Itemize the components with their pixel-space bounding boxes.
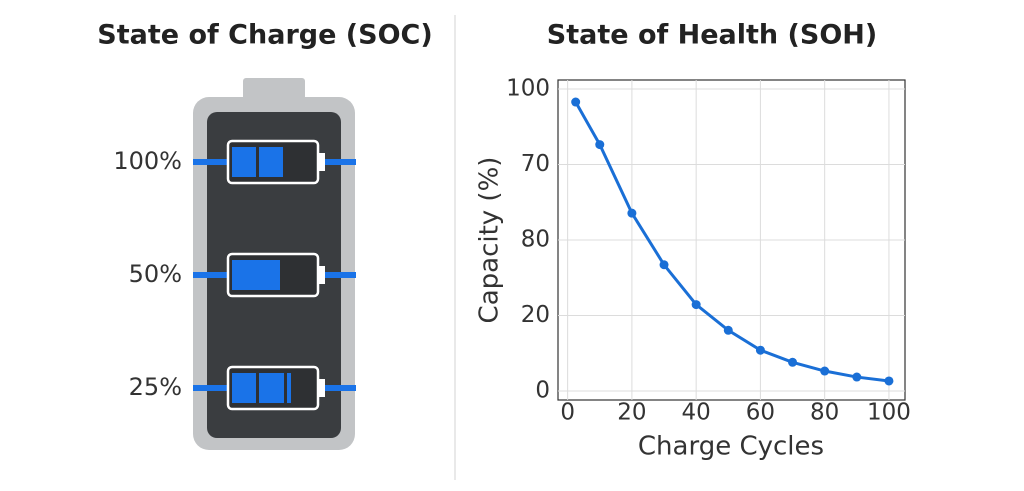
y-axis-label: Capacity (%) [475, 157, 505, 324]
soc-title: State of Charge (SOC) [97, 20, 432, 51]
point [691, 300, 701, 310]
x-tick-label: 80 [810, 400, 839, 426]
point [852, 372, 862, 382]
y-tick-label: 100 [506, 76, 550, 102]
x-tick-label: 60 [746, 400, 775, 426]
cell-terminal [318, 153, 325, 171]
soc-level-label: 100% [113, 147, 182, 175]
chart-title: State of Health (SOH) [547, 20, 877, 51]
line [574, 101, 890, 383]
point [884, 376, 894, 386]
point [595, 140, 605, 150]
soc-level-label: 50% [129, 260, 182, 288]
x-tick-label: 20 [617, 400, 646, 426]
cell-fill [287, 373, 291, 403]
x-tick-label: 40 [682, 400, 711, 426]
x-tick-label: 0 [560, 400, 575, 426]
y-tick-label: 0 [535, 377, 550, 403]
point [627, 208, 637, 218]
soc-level-label: 25% [129, 373, 182, 401]
point [659, 260, 669, 270]
battery-illustration [193, 78, 356, 450]
cell-fill [259, 147, 283, 177]
cell-fill [232, 373, 256, 403]
point [820, 366, 830, 376]
point [571, 97, 581, 107]
y-tick-label: 20 [521, 302, 550, 328]
cell-terminal [318, 379, 325, 397]
point [788, 357, 798, 367]
cell-fill [259, 373, 284, 403]
cell-terminal [318, 266, 325, 284]
y-tick-label: 80 [521, 227, 550, 253]
y-tick-label: 70 [521, 151, 550, 177]
x-axis-label: Charge Cycles [638, 432, 824, 462]
point [755, 345, 765, 355]
x-tick-label: 100 [867, 400, 911, 426]
point [723, 325, 733, 335]
cell-fill [232, 147, 256, 177]
cell-fill [232, 260, 280, 290]
